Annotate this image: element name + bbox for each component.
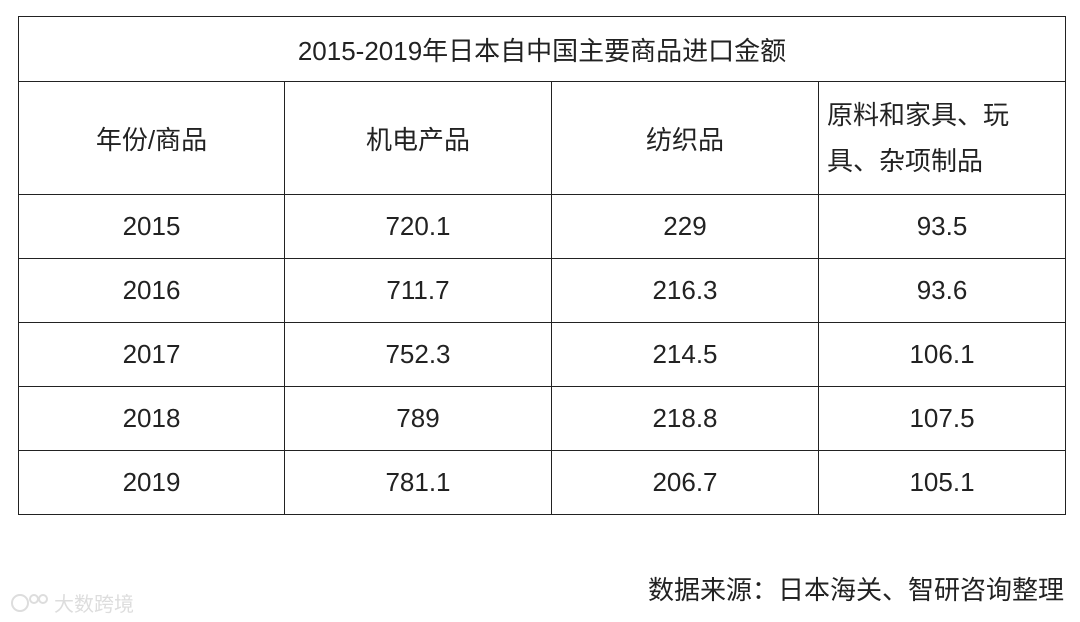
table-cell: 711.7 bbox=[284, 258, 552, 323]
header-cell: 年份/商品 bbox=[18, 81, 285, 195]
table-cell: 93.5 bbox=[817, 194, 1067, 259]
table-cell: 106.1 bbox=[817, 322, 1067, 387]
table-cell: 2018 bbox=[18, 386, 285, 451]
table-row: 2017 752.3 214.5 106.1 bbox=[18, 322, 1067, 387]
table-cell: 781.1 bbox=[284, 450, 552, 515]
table-cell: 2016 bbox=[18, 258, 285, 323]
table-cell: 206.7 bbox=[551, 450, 819, 515]
table-row: 2019 781.1 206.7 105.1 bbox=[18, 450, 1067, 515]
table-cell: 229 bbox=[551, 194, 819, 259]
table-row: 2015 720.1 229 93.5 bbox=[18, 194, 1067, 259]
watermark-text: 大数跨境 bbox=[54, 594, 134, 616]
table-cell: 789 bbox=[284, 386, 552, 451]
header-cell: 纺织品 bbox=[551, 81, 819, 195]
title-row: 2015-2019年日本自中国主要商品进口金额 bbox=[17, 16, 1067, 82]
data-table: 2015-2019年日本自中国主要商品进口金额 年份/商品 机电产品 纺织品 原料和家… bbox=[17, 16, 1067, 515]
watermark: 大数跨境 bbox=[10, 588, 134, 617]
table-cell: 107.5 bbox=[817, 386, 1067, 451]
source-note: 数据来源：日本海关、智研咨询整理 bbox=[647, 575, 1064, 605]
table-title: 2015-2019年日本自中国主要商品进口金额 bbox=[17, 16, 1067, 82]
table-cell: 752.3 bbox=[284, 322, 552, 387]
watermark-logo bbox=[11, 593, 48, 612]
table-cell: 214.5 bbox=[551, 322, 819, 387]
table-row: 2016 711.7 216.3 93.6 bbox=[18, 258, 1067, 323]
header-cell: 原料和家具、玩具、杂项制品 bbox=[817, 81, 1067, 195]
header-cell: 机电产品 bbox=[284, 81, 552, 195]
table-row: 2018 789 218.8 107.5 bbox=[18, 386, 1067, 451]
table-cell: 93.6 bbox=[817, 258, 1067, 323]
table-cell: 216.3 bbox=[551, 258, 819, 323]
table-cell: 2017 bbox=[18, 322, 285, 387]
table-cell: 2015 bbox=[18, 194, 285, 259]
table-cell: 2019 bbox=[18, 450, 285, 515]
table-cell: 720.1 bbox=[284, 194, 552, 259]
table-body: 2015 720.1 229 93.5 2016 711.7 216.3 93.6 2017 75… bbox=[18, 194, 1067, 515]
table-cell: 218.8 bbox=[551, 386, 819, 451]
header-row: 年份/商品 机电产品 纺织品 原料和家具、玩具、杂项制品 bbox=[18, 81, 1067, 195]
table-cell: 105.1 bbox=[817, 450, 1067, 515]
